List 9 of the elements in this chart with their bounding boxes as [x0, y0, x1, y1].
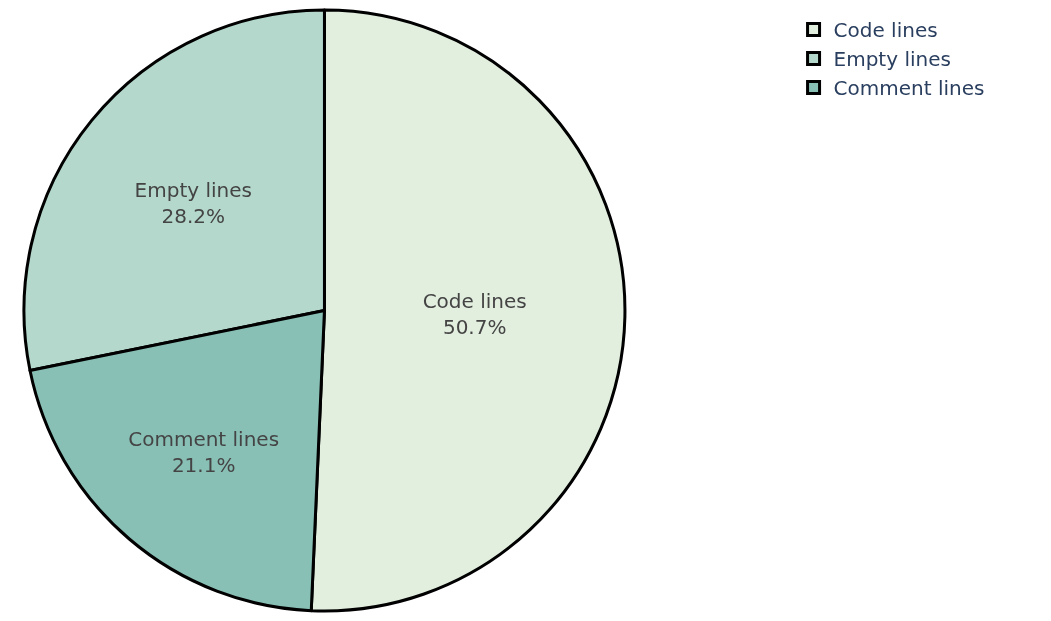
data-label: 21.1%	[171, 452, 236, 477]
legend-label: Code lines	[833, 18, 938, 43]
slice-label: Comment lines	[128, 426, 280, 451]
data-label: 28.2%	[161, 204, 226, 229]
legend-label: Comment lines	[833, 76, 985, 101]
data-label: 50.7%	[442, 314, 507, 339]
slice-label: Code lines	[422, 288, 527, 313]
slice-label: Empty lines	[134, 178, 252, 203]
legend-label: Empty lines	[833, 47, 951, 72]
